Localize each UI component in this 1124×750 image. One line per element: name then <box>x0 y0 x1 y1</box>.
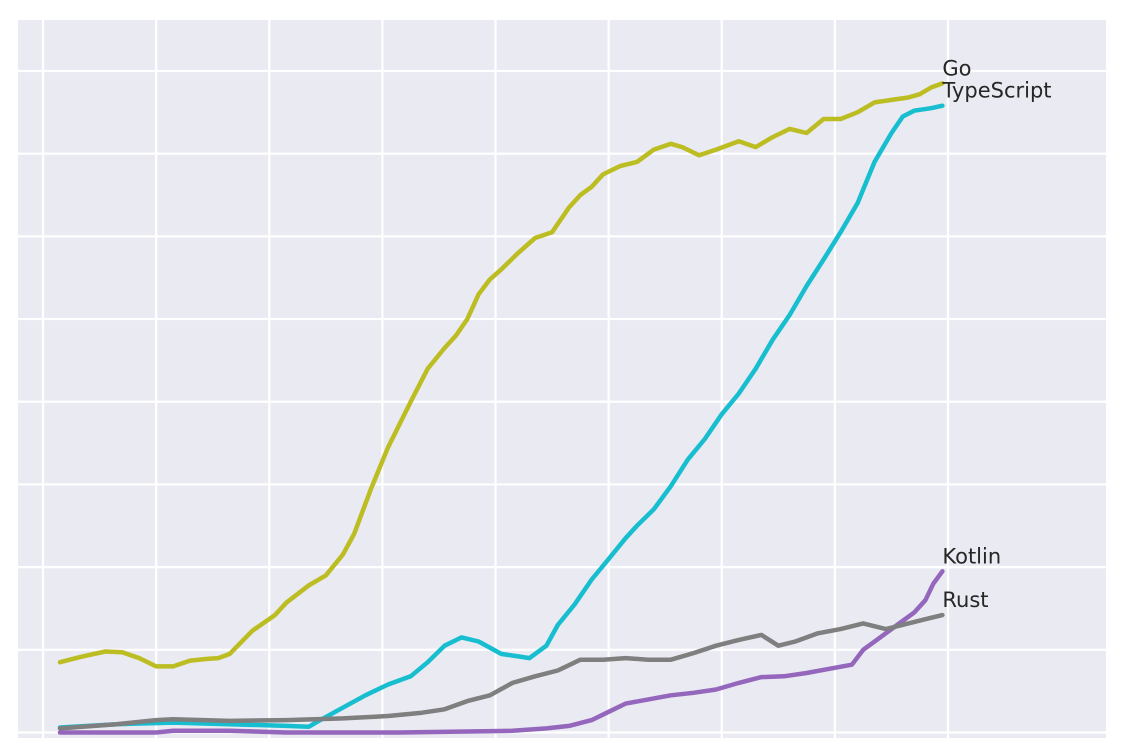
series-line-typescript <box>57 103 945 730</box>
series-label-rust: Rust <box>942 588 988 612</box>
series-line-rust <box>57 612 945 731</box>
plot-area <box>18 20 1106 738</box>
series-label-kotlin: Kotlin <box>942 544 1001 568</box>
series-lines <box>57 81 945 735</box>
gridlines <box>18 20 1106 738</box>
series-line-go <box>57 81 945 669</box>
series-label-typescript: TypeScript <box>941 79 1051 103</box>
series-label-go: Go <box>942 56 971 80</box>
series-line-kotlin <box>57 569 945 735</box>
